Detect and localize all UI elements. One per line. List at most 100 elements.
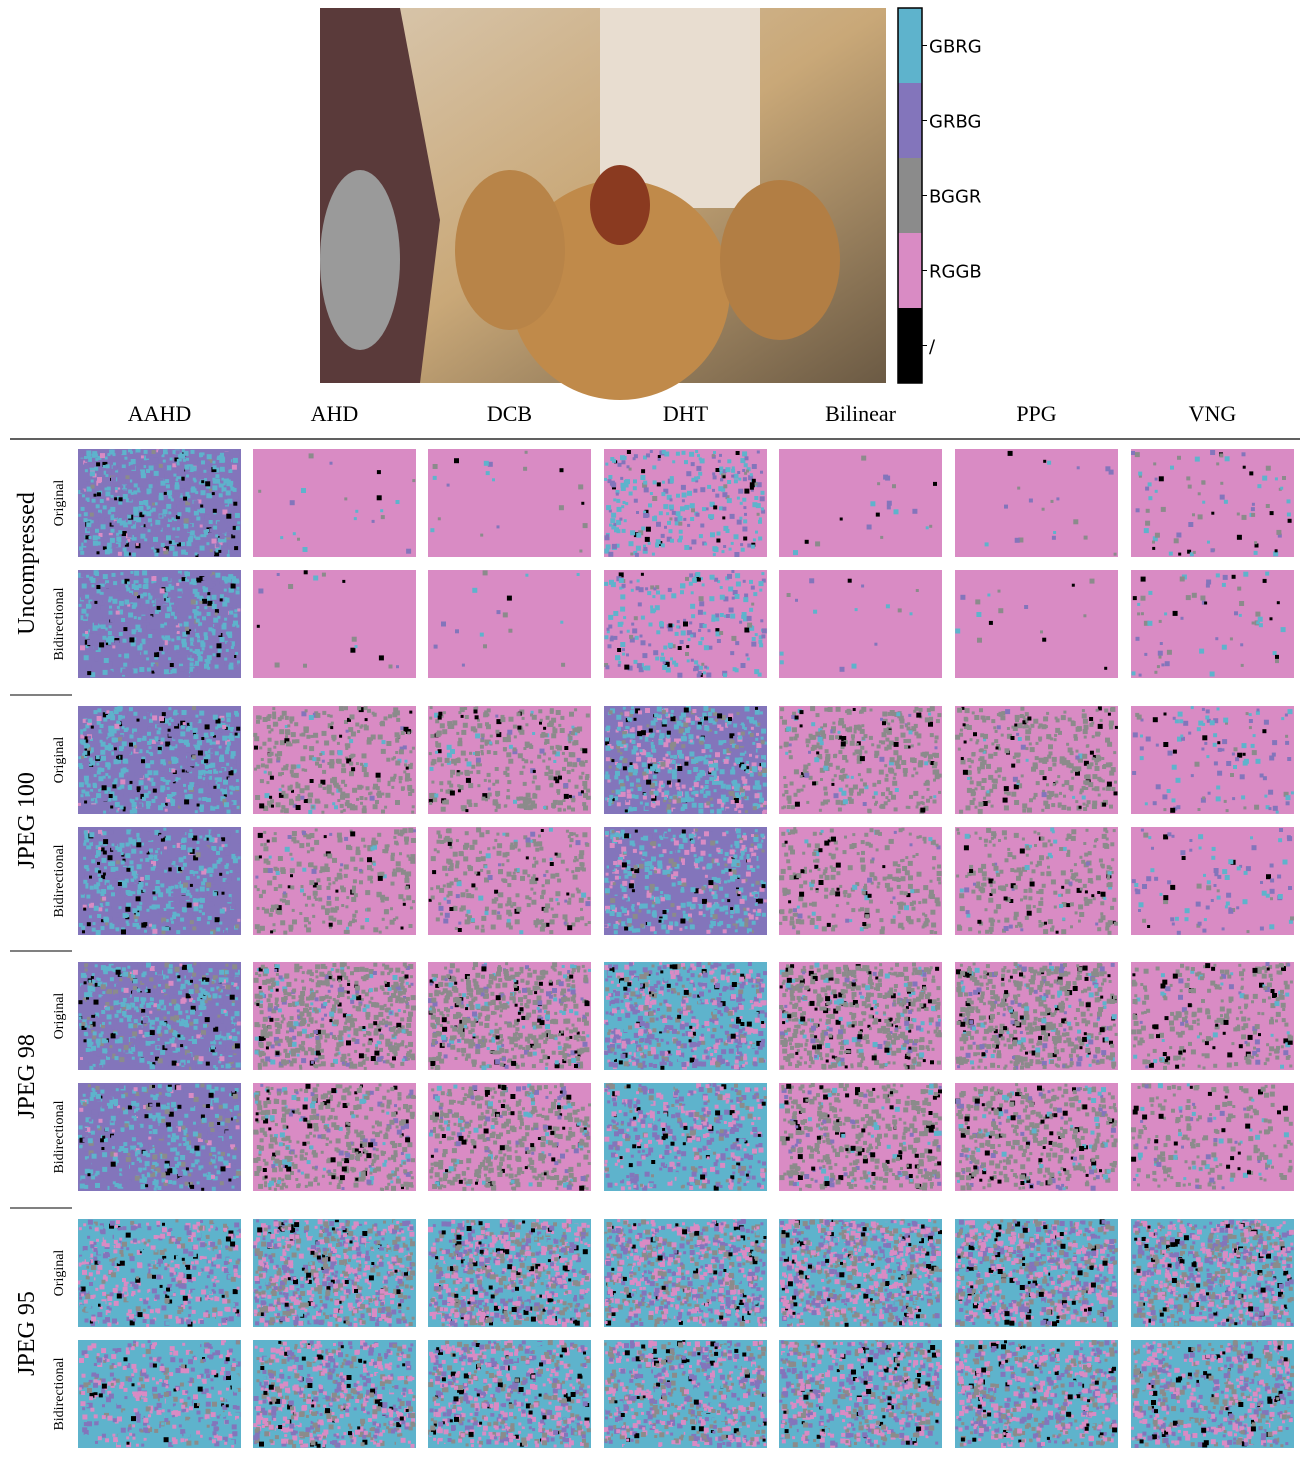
- tile-cell: [445, 801, 448, 804]
- tile-cell: [227, 533, 231, 537]
- tile-cell: [114, 747, 117, 750]
- tile-cell: [79, 591, 83, 595]
- tile-cell: [124, 457, 127, 460]
- tile-cell: [225, 520, 228, 523]
- tile-cell: [118, 737, 122, 741]
- tile-cell: [783, 776, 786, 779]
- tile-cell: [160, 741, 163, 744]
- tile-cell: [681, 485, 686, 490]
- tile-cell: [721, 803, 724, 806]
- tile-cell: [107, 763, 111, 767]
- tile-cell: [322, 731, 327, 736]
- tile-cell: [1105, 466, 1110, 471]
- tile-cell: [364, 725, 369, 730]
- tile-cell: [540, 719, 543, 722]
- tile-cell: [131, 799, 135, 803]
- tile-cell: [761, 507, 764, 510]
- tile-cell: [926, 799, 930, 803]
- tile-cell: [583, 786, 587, 790]
- tile-cell: [140, 534, 145, 539]
- tile-cell: [106, 583, 111, 588]
- tile-cell: [689, 452, 694, 457]
- tile-cell: [133, 712, 137, 716]
- tile-cell: [228, 527, 232, 531]
- tile-cell: [682, 785, 686, 789]
- tile-cell: [669, 800, 672, 803]
- tile-cell: [126, 746, 130, 750]
- tile-cell: [464, 707, 467, 710]
- tile-cell: [684, 505, 689, 510]
- tile-cell: [1262, 476, 1267, 481]
- tile-cell: [236, 625, 239, 628]
- tile-cell: [160, 538, 165, 543]
- tile-cell: [212, 604, 217, 609]
- tile-cell: [119, 746, 124, 751]
- colorbar-label: BGGR: [929, 187, 981, 208]
- tile-cell: [661, 762, 666, 767]
- tile-cell: [791, 805, 795, 809]
- tile-cell: [1192, 513, 1195, 516]
- tile-cell: [528, 805, 533, 810]
- tile-cell: [622, 648, 625, 651]
- tile-cell: [1186, 476, 1190, 480]
- tile-cell: [756, 733, 759, 736]
- tile-cell: [105, 491, 110, 496]
- tile-cell: [496, 730, 500, 734]
- tile-cell: [205, 724, 210, 729]
- tile-cell: [123, 639, 127, 643]
- tile-cell: [354, 517, 357, 520]
- tile-cell: [100, 740, 103, 743]
- tile-cell: [713, 505, 717, 509]
- tile-cell: [755, 793, 760, 798]
- tile-cell: [234, 609, 237, 612]
- tile-cell: [184, 622, 189, 627]
- tile-cell: [87, 671, 91, 675]
- tile-cell: [863, 782, 867, 786]
- tile-cell: [481, 750, 484, 753]
- tile-cell: [159, 495, 164, 500]
- tile-cell: [344, 784, 347, 787]
- tile-cell: [395, 761, 400, 766]
- tile-cell: [220, 530, 224, 534]
- tile-cell: [616, 790, 621, 795]
- tile-cell: [108, 745, 113, 750]
- tile-cell: [817, 742, 820, 745]
- tile-cell: [856, 743, 859, 746]
- tile-cell: [639, 737, 642, 740]
- tile-cell: [147, 778, 150, 781]
- tile-cell: [308, 810, 312, 814]
- tile-cell: [518, 753, 523, 758]
- tile-cell: [410, 789, 414, 793]
- tile-cell: [582, 802, 586, 806]
- tile-cell: [97, 716, 102, 721]
- tile-cell: [215, 751, 219, 755]
- tile-cell: [171, 719, 174, 722]
- tile-cell: [750, 473, 753, 476]
- tile-cell: [710, 575, 715, 580]
- tile-cell: [370, 796, 375, 801]
- tile-cell: [461, 751, 466, 756]
- tile-cell: [439, 781, 443, 785]
- tile-cell: [551, 733, 556, 738]
- tile-cell: [473, 729, 477, 733]
- tile-cell: [1159, 656, 1162, 659]
- tile-cell: [654, 516, 657, 519]
- tile-cell: [313, 576, 318, 581]
- tile-cell: [572, 762, 577, 767]
- tile-cell: [665, 763, 669, 767]
- tile-cell: [202, 586, 205, 589]
- tile-cell: [122, 741, 127, 746]
- tile-cell: [972, 711, 975, 714]
- tile-cell: [305, 709, 308, 712]
- tile-cell: [708, 629, 711, 632]
- tile-cell: [119, 497, 123, 501]
- tile-cell: [670, 657, 673, 660]
- tile-cell: [136, 632, 140, 636]
- tile-cell: [185, 492, 189, 496]
- tile-cell: [1199, 649, 1204, 654]
- tile-cell: [201, 737, 204, 740]
- tile-cell: [391, 758, 394, 761]
- tile-cell: [435, 719, 439, 723]
- tile-cell: [155, 775, 159, 779]
- tile-cell: [376, 793, 379, 796]
